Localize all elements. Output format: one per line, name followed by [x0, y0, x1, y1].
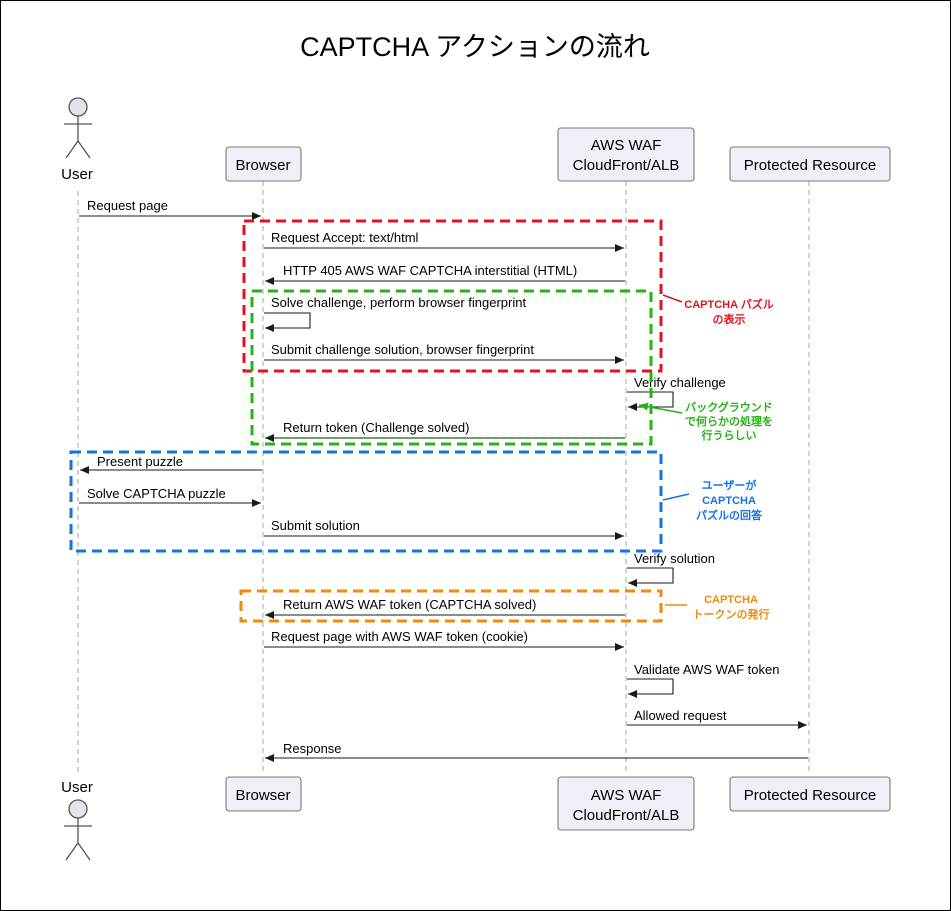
browser-label-top: Browser [235, 157, 290, 174]
msg-solve-captcha: Solve CAPTCHA puzzle [87, 486, 226, 501]
waf-label-top-line2: CloudFront/ALB [573, 157, 680, 174]
lifelines [77, 181, 810, 776]
note-blue-line1: ユーザーが [702, 478, 757, 492]
msg-verify-solution: Verify solution [634, 551, 715, 566]
participant-resource-top [729, 146, 891, 182]
note-red-line1: CAPTCHA パズル [684, 297, 773, 311]
user-label-top: User [61, 166, 93, 183]
msg-http-405: HTTP 405 AWS WAF CAPTCHA interstitial (H… [283, 263, 577, 278]
highlight-orange-box [239, 589, 663, 623]
note-blue-line3: パズルの回答 [696, 508, 763, 522]
diagram-title: CAPTCHA アクションの流れ [300, 32, 650, 62]
user-label-bottom: User [61, 779, 93, 796]
participant-browser-top [225, 146, 302, 182]
msg-return-token: Return token (Challenge solved) [283, 420, 469, 435]
note-green-line1: バックグラウンド [685, 400, 773, 414]
resource-label-bottom: Protected Resource [744, 787, 877, 804]
note-orange-line1: CAPTCHA [704, 594, 758, 606]
arrow-verify-solution [627, 567, 674, 587]
waf-label-bottom-line2: CloudFront/ALB [573, 807, 680, 824]
note-orange-line2: トークンの発行 [693, 607, 770, 621]
msg-request-page: Request page [87, 198, 168, 213]
message-arrows [79, 212, 808, 762]
user-head-icon [68, 97, 88, 117]
note-green-line2: で何らかの処理を [685, 414, 773, 428]
msg-submit-solution: Submit solution [271, 518, 360, 533]
pointer-red [662, 294, 683, 303]
highlight-red-box [242, 219, 663, 373]
highlight-green-box [250, 289, 653, 446]
resource-label-top: Protected Resource [744, 157, 877, 174]
waf-label-top-line1: AWS WAF [591, 137, 662, 154]
arrow-validate-token [627, 678, 674, 698]
msg-submit-challenge: Submit challenge solution, browser finge… [271, 342, 534, 357]
note-red-line2: の表示 [713, 312, 746, 326]
note-blue-line2: CAPTCHA [702, 495, 756, 507]
highlight-blue-box [69, 450, 663, 553]
participant-resource-bottom [729, 776, 891, 812]
pointer-blue [662, 493, 690, 501]
arrow-solve-challenge [264, 312, 311, 332]
msg-validate-token: Validate AWS WAF token [634, 662, 779, 677]
msg-response: Response [283, 741, 342, 756]
pointer-green [638, 402, 683, 414]
participant-browser-bottom [225, 776, 302, 812]
user-actor-bottom [64, 799, 92, 861]
msg-request-with-token: Request page with AWS WAF token (cookie) [271, 629, 528, 644]
user-actor-top [64, 97, 92, 159]
msg-present-puzzle: Present puzzle [97, 454, 183, 469]
msg-return-waf-token: Return AWS WAF token (CAPTCHA solved) [283, 597, 536, 612]
user-head-icon [68, 799, 88, 819]
msg-allowed-request: Allowed request [634, 708, 727, 723]
msg-request-accept: Request Accept: text/html [271, 230, 419, 245]
waf-label-bottom-line1: AWS WAF [591, 787, 662, 804]
participant-waf-bottom [557, 776, 695, 831]
msg-solve-challenge: Solve challenge, perform browser fingerp… [271, 295, 526, 310]
participant-waf-top [557, 127, 695, 182]
msg-verify-challenge: Verify challenge [634, 375, 726, 390]
browser-label-bottom: Browser [235, 787, 290, 804]
note-green-line3: 行うらしい [701, 428, 757, 442]
